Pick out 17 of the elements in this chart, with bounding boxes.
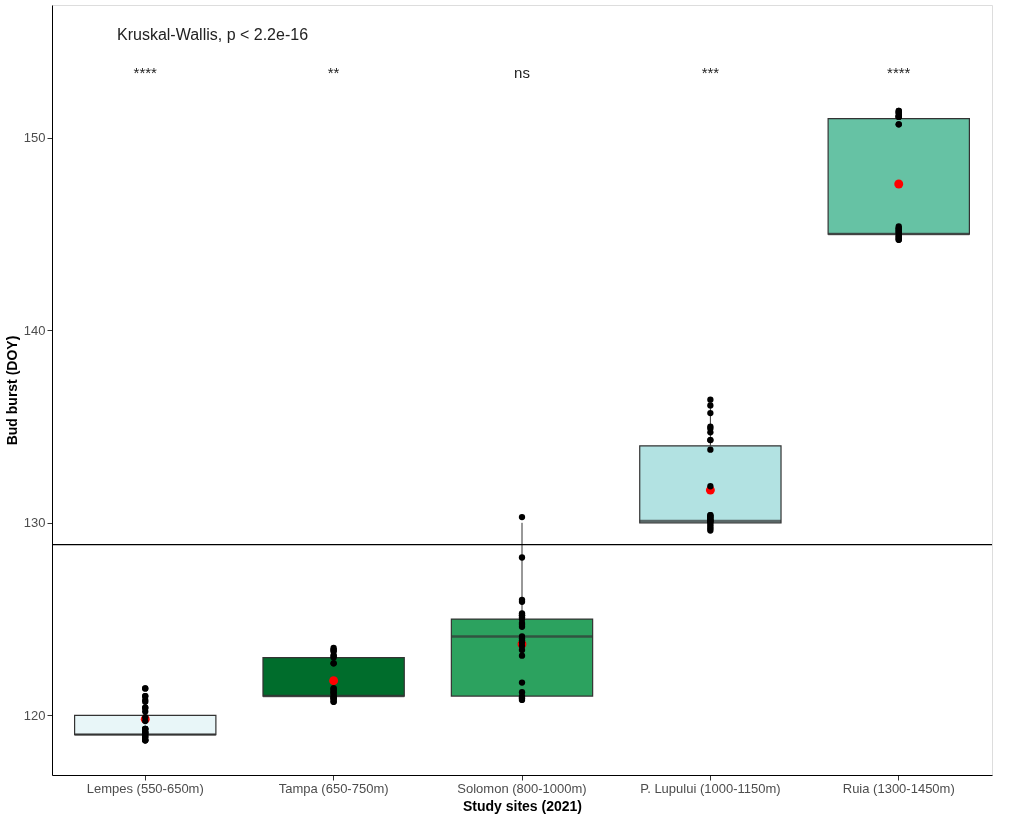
x-tick-label: Ruia (1300-1450m) (842, 780, 955, 796)
x-tick-label: Lempes (550-650m) (86, 780, 204, 796)
y-tick-label: 150 (23, 130, 46, 146)
annotation: **** (887, 64, 911, 81)
annotation: *** (701, 64, 720, 81)
y-axis-title: Bud burst (DOY) (3, 335, 20, 446)
annotation: **** (133, 64, 158, 81)
x-tick-label: P. Lupului (1000-1150m) (640, 780, 781, 796)
annotation: Kruskal-Wallis, p < 2.2e-16 (117, 26, 309, 43)
annotation: ** (327, 64, 340, 81)
x-axis-title: Study sites (2021) (462, 797, 583, 814)
annotation: ns (514, 64, 530, 81)
x-tick-label: Tampa (650-750m) (278, 780, 389, 796)
y-tick-label: 130 (23, 515, 46, 531)
x-tick-label: Solomon (800-1000m) (457, 780, 587, 796)
y-tick-label: 140 (23, 322, 46, 338)
y-tick-label: 120 (23, 707, 46, 723)
